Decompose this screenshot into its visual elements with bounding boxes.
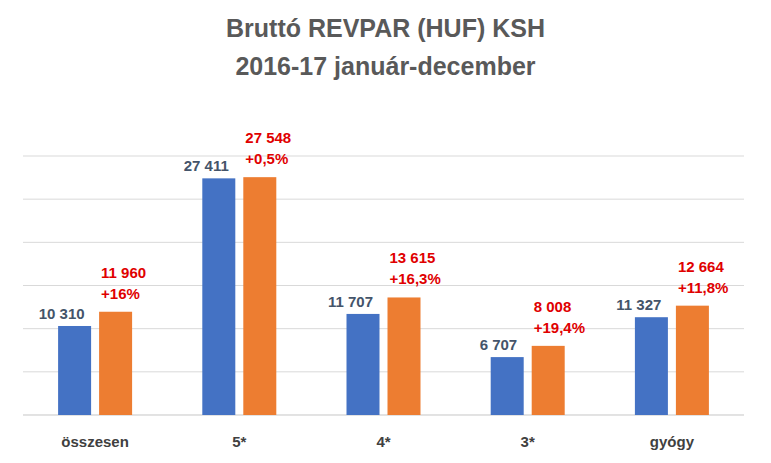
grid-line <box>23 156 744 157</box>
grid-line <box>23 199 744 200</box>
x-tick-label: összesen <box>61 433 129 450</box>
change-label: +11,8% <box>678 279 728 296</box>
data-label: 27 411 <box>184 157 229 174</box>
change-label: +0,5% <box>245 150 288 167</box>
bar <box>532 346 565 415</box>
data-label: 11 707 <box>328 293 373 310</box>
x-tick-label: 3* <box>521 433 535 450</box>
labels: 10 310 11 960 +16% 27 411 27 548 +0,5% 11 707 1… <box>39 129 729 353</box>
data-label: 8 008 <box>534 298 572 315</box>
change-label: +16,3% <box>390 270 441 287</box>
title: Bruttó REVPAR (HUF) KSH <box>226 14 545 42</box>
x-tick-label: gyógy <box>650 433 695 450</box>
data-label: 13 615 <box>390 249 436 266</box>
data-label: 12 664 <box>678 258 725 275</box>
bar <box>99 312 132 415</box>
subtitle: 2016-17 január-december <box>235 52 535 80</box>
x-tick-label: 5* <box>232 433 246 450</box>
bar <box>202 178 235 415</box>
bar <box>491 357 524 415</box>
data-label: 11 327 <box>616 296 661 313</box>
data-label: 6 707 <box>480 336 518 353</box>
data-label: 10 310 <box>39 305 85 322</box>
bar <box>676 306 709 415</box>
chart: Bruttó REVPAR (HUF) KSH 2016-17 január-de… <box>0 0 771 463</box>
data-label: 11 960 <box>101 264 146 281</box>
chart-container: Bruttó REVPAR (HUF) KSH 2016-17 január-de… <box>0 0 771 463</box>
bar <box>347 314 380 415</box>
bar <box>388 297 421 415</box>
grid-line <box>23 242 744 243</box>
bars <box>58 177 709 415</box>
y-axis-range <box>23 156 24 415</box>
change-label: +19,4% <box>534 319 585 336</box>
data-label: 27 548 <box>245 129 291 146</box>
grid <box>23 156 744 415</box>
change-label: +16% <box>101 285 140 302</box>
bar <box>635 317 668 415</box>
bar <box>243 177 276 415</box>
bar <box>58 326 91 415</box>
x-tick-label: 4* <box>376 433 390 450</box>
